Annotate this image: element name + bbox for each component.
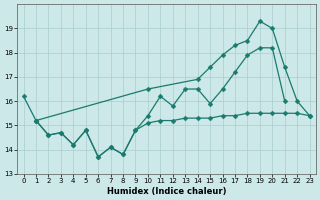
X-axis label: Humidex (Indice chaleur): Humidex (Indice chaleur) [107, 187, 226, 196]
